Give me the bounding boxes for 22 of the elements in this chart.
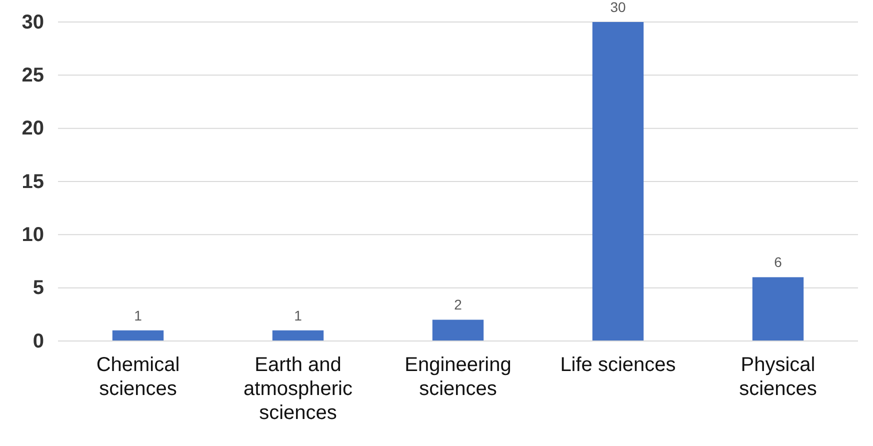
y-tick-label: 25	[22, 64, 44, 87]
x-tick-label: Chemical sciences	[96, 354, 180, 400]
y-tick-label: 15	[22, 170, 44, 193]
y-tick-label: 0	[32, 330, 44, 352]
data-label: 1	[134, 307, 142, 324]
y-tick-label: 10	[22, 224, 44, 246]
data-label: 1	[294, 307, 302, 324]
bar	[112, 330, 164, 341]
bar	[432, 320, 484, 341]
y-tick-label: 30	[22, 11, 44, 34]
y-tick-label: 20	[22, 118, 44, 140]
x-tick-label: Earth and atmospheric sciences	[244, 354, 352, 424]
x-tick-label: Life sciences	[560, 354, 676, 376]
data-label: 2	[454, 296, 462, 313]
data-label: 30	[610, 0, 626, 15]
x-tick-label: Physical sciences	[739, 354, 817, 400]
y-tick-label: 5	[32, 277, 44, 300]
bar	[752, 277, 804, 341]
bar	[592, 22, 644, 341]
data-label: 6	[774, 254, 782, 270]
bar	[272, 330, 324, 341]
x-tick-label: Engineering sciences	[404, 354, 512, 400]
